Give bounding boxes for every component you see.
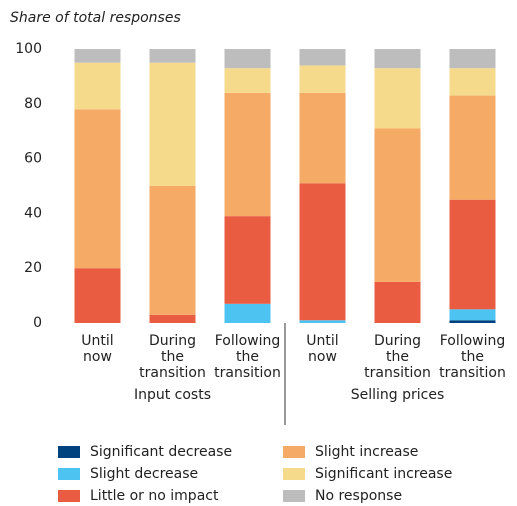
y-tick-label: 60 — [24, 151, 42, 167]
legend-label: Significant decrease — [90, 444, 232, 460]
bar-segment — [374, 68, 421, 129]
y-tick-label: 80 — [24, 96, 42, 112]
legend-swatch — [58, 446, 80, 458]
bar-segment — [149, 62, 196, 187]
bar-segment — [224, 92, 271, 217]
group-label: Selling prices — [351, 387, 445, 403]
bar-segment — [149, 49, 196, 63]
y-tick-label: 0 — [33, 315, 42, 331]
bar-segment — [74, 268, 121, 323]
bar-segment — [449, 68, 496, 96]
legend-label: Slight decrease — [90, 466, 198, 482]
bar-segment — [224, 49, 271, 69]
legend-label: Little or no impact — [90, 488, 219, 504]
bar-segment — [299, 65, 346, 93]
y-tick-label: 40 — [24, 205, 42, 221]
legend-swatch — [58, 468, 80, 480]
bar-segment — [449, 309, 496, 321]
x-tick-label: Until now — [306, 333, 339, 365]
bar-segment — [449, 320, 496, 323]
bar-segment — [299, 183, 346, 321]
bar-segment — [299, 49, 346, 66]
legend-label: No response — [315, 488, 402, 504]
y-tick-label: 20 — [24, 260, 42, 276]
group-label: Input costs — [134, 387, 211, 403]
bar-segment — [224, 303, 271, 323]
legend-label: Significant increase — [315, 466, 452, 482]
bar-segment — [149, 186, 196, 315]
bar-segment — [374, 281, 421, 323]
bar-segment — [74, 62, 121, 110]
bar-segment — [449, 49, 496, 69]
bar-segment — [149, 314, 196, 323]
bar-segment — [449, 95, 496, 200]
bar-segment — [74, 109, 121, 269]
bar-segment — [374, 49, 421, 69]
y-tick-label: 100 — [15, 41, 42, 57]
bar-segment — [224, 68, 271, 93]
bar-segment — [299, 320, 346, 323]
x-tick-label: During the transition — [139, 333, 206, 381]
x-tick-label: During the transition — [364, 333, 431, 381]
chart-title: Share of total responses — [10, 10, 181, 26]
bar-segment — [224, 216, 271, 304]
x-tick-label: Following the transition — [439, 333, 506, 381]
bar-segment — [74, 49, 121, 63]
bar-segment — [374, 128, 421, 282]
bar-segment — [449, 199, 496, 310]
legend-swatch — [58, 490, 80, 502]
x-tick-label: Following the transition — [214, 333, 281, 381]
legend-label: Slight increase — [315, 444, 418, 460]
legend-swatch — [283, 490, 305, 502]
x-tick-label: Until now — [81, 333, 114, 365]
legend-swatch — [283, 468, 305, 480]
bar-segment — [299, 92, 346, 184]
legend-swatch — [283, 446, 305, 458]
